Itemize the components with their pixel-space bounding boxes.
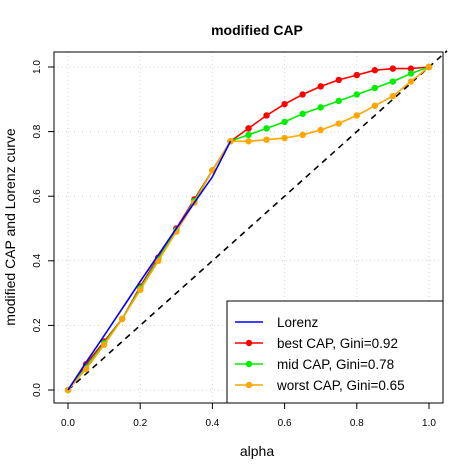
chart-title: modified CAP <box>211 22 303 38</box>
series-3-point <box>335 120 342 127</box>
series-1-point <box>407 65 415 72</box>
series-1-point <box>281 100 288 108</box>
series-1-point <box>371 67 379 74</box>
y-tick-label: 0.4 <box>32 253 43 267</box>
series-2-point <box>317 104 324 111</box>
legend-label: Lorenz <box>277 315 319 330</box>
x-axis: 0.0 0.2 0.4 0.6 0.8 1.0 <box>61 403 436 429</box>
series-1-point <box>353 71 360 79</box>
x-tick-label: 1.0 <box>422 418 436 429</box>
series-1-point <box>299 91 306 98</box>
series-2-point <box>245 131 252 139</box>
series-group <box>64 63 433 394</box>
series-1-point <box>245 125 252 132</box>
y-tick-label: 0.2 <box>32 318 43 332</box>
series-3-point <box>389 92 397 100</box>
series-2-point <box>407 70 415 77</box>
legend-swatch-marker <box>245 381 253 389</box>
series-2-point <box>371 84 379 92</box>
series-3-point <box>371 102 379 109</box>
y-tick-label: 0.6 <box>32 189 43 203</box>
x-tick-label: 0.0 <box>61 418 75 429</box>
series-3-point <box>118 315 126 323</box>
series-3-point <box>263 136 270 143</box>
x-tick-label: 0.4 <box>205 418 219 429</box>
series-3-point <box>353 112 360 119</box>
series-1-point <box>389 65 397 72</box>
series-2-point <box>389 78 397 85</box>
legend: Lorenz best CAP, Gini=0.92 mid CAP, Gini=0… <box>226 300 444 404</box>
series-3-point <box>425 63 433 71</box>
series-3-point <box>407 78 415 85</box>
series-1-point <box>263 112 270 119</box>
legend-label: best CAP, Gini=0.92 <box>277 336 398 351</box>
legend-box <box>226 300 444 404</box>
series-3-point <box>299 131 306 139</box>
y-axis: 0.0 0.2 0.4 0.6 0.8 1.0 <box>32 60 54 397</box>
x-tick-label: 0.2 <box>133 418 147 429</box>
y-tick-label: 0.0 <box>32 383 43 397</box>
series-3-point <box>155 257 162 264</box>
y-tick-label: 1.0 <box>32 60 43 74</box>
series-3-point <box>317 126 324 134</box>
legend-swatch-marker <box>245 339 253 347</box>
series-2-point <box>299 110 306 118</box>
y-tick-label: 0.8 <box>32 124 43 138</box>
x-tick-label: 0.6 <box>278 418 292 429</box>
series-2-point <box>353 91 360 98</box>
series-3-point <box>82 365 90 373</box>
legend-label: mid CAP, Gini=0.78 <box>277 357 394 372</box>
series-2-point <box>335 97 342 105</box>
y-axis-label: modified CAP and Lorenz curve <box>2 128 18 326</box>
x-tick-label: 0.8 <box>350 418 364 429</box>
series-line-0 <box>67 140 232 391</box>
series-3-point <box>281 134 288 142</box>
series-1-point <box>335 76 342 84</box>
legend-label: worst CAP, Gini=0.65 <box>276 378 405 393</box>
legend-swatch-marker <box>245 360 253 368</box>
x-axis-label: alpha <box>240 443 274 459</box>
series-2-point <box>263 125 270 132</box>
diagonal-reference-line <box>67 50 448 391</box>
series-3-point <box>245 138 252 145</box>
series-2-point <box>281 118 288 126</box>
series-3-point <box>100 341 108 348</box>
series-1-point <box>317 83 324 90</box>
series-3-point <box>137 286 144 294</box>
